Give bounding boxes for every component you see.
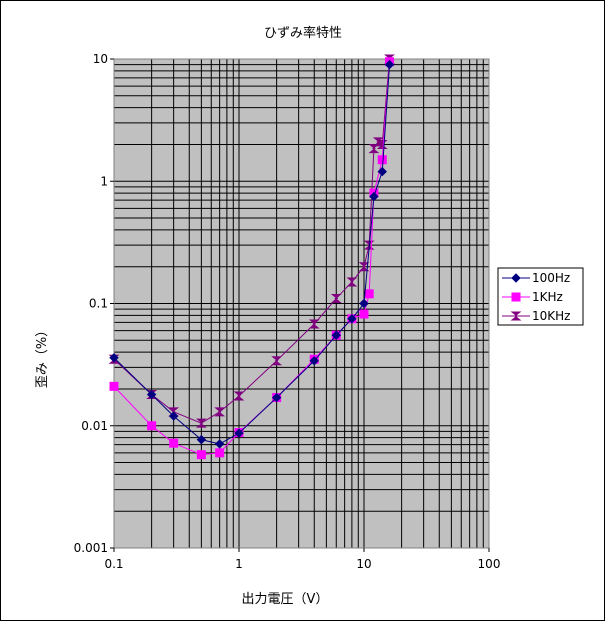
data-point-100Hz <box>347 314 357 324</box>
data-point-10KHz <box>271 356 283 366</box>
data-point-1KHz <box>169 438 179 448</box>
legend-label-10KHz: 10KHz <box>532 309 570 323</box>
data-point-100Hz <box>377 166 387 177</box>
data-point-1KHz <box>109 381 119 391</box>
data-point-10KHz <box>308 319 320 329</box>
series-layer <box>108 54 395 460</box>
y-axis-label: 歪み（%） <box>35 324 50 388</box>
data-point-100Hz <box>369 191 379 202</box>
y-tick-label: 0.001 <box>74 541 108 555</box>
x-tick-label: 100 <box>478 557 501 571</box>
legend: 100Hz 1KHz 10KHz <box>497 267 584 326</box>
data-point-100Hz <box>234 428 244 438</box>
data-point-100Hz <box>331 330 341 340</box>
data-point-1KHz <box>196 450 206 460</box>
data-point-10KHz <box>214 407 226 417</box>
data-point-100Hz <box>168 411 179 421</box>
x-tick-label: 1 <box>235 557 243 571</box>
data-point-10KHz <box>330 293 342 303</box>
legend-marker-10KHz <box>510 311 522 321</box>
x-tick-label: 10 <box>356 557 371 571</box>
tick-labels: 0.1 1 10 100 10 1 0.1 0.01 0.001 <box>74 52 501 571</box>
data-point-1KHz <box>377 155 387 165</box>
y-tick-label: 0.1 <box>89 297 108 311</box>
y-tick-label: 1 <box>100 174 108 188</box>
data-point-100Hz <box>309 356 319 366</box>
data-point-100Hz <box>109 353 119 363</box>
data-point-1KHz <box>359 309 369 319</box>
data-point-100Hz <box>196 434 207 445</box>
data-point-1KHz <box>215 448 225 458</box>
data-point-1KHz <box>147 421 157 431</box>
data-point-100Hz <box>271 392 282 403</box>
legend-label-1KHz: 1KHz <box>532 290 563 304</box>
x-axis-label: 出力電圧（V） <box>242 592 329 607</box>
x-tick-label: 0.1 <box>104 557 123 571</box>
data-point-100Hz <box>359 298 369 309</box>
legend-label-100Hz: 100Hz <box>532 271 570 285</box>
chart-title: ひずみ率特性 <box>264 25 342 41</box>
data-point-1KHz <box>364 289 374 299</box>
series-100Hz <box>109 59 395 449</box>
legend-marker-100Hz <box>511 273 521 283</box>
data-point-10KHz <box>346 277 358 287</box>
data-point-100Hz <box>214 439 225 449</box>
data-point-100Hz <box>384 59 395 70</box>
y-tick-label: 10 <box>93 52 108 66</box>
series-line-100Hz <box>113 64 391 445</box>
data-point-10KHz <box>233 391 245 401</box>
data-point-100Hz <box>146 389 157 400</box>
data-point-10KHz <box>195 418 207 428</box>
legend-marker-1KHz <box>511 292 521 302</box>
y-tick-label: 0.01 <box>81 419 108 433</box>
